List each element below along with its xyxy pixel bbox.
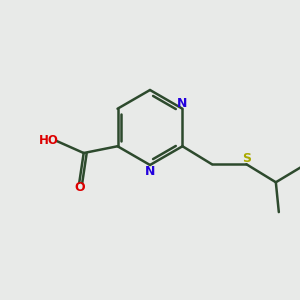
Text: N: N — [145, 164, 155, 178]
Text: O: O — [74, 181, 85, 194]
Text: HO: HO — [39, 134, 59, 147]
Text: S: S — [242, 152, 251, 165]
Text: N: N — [177, 97, 188, 110]
